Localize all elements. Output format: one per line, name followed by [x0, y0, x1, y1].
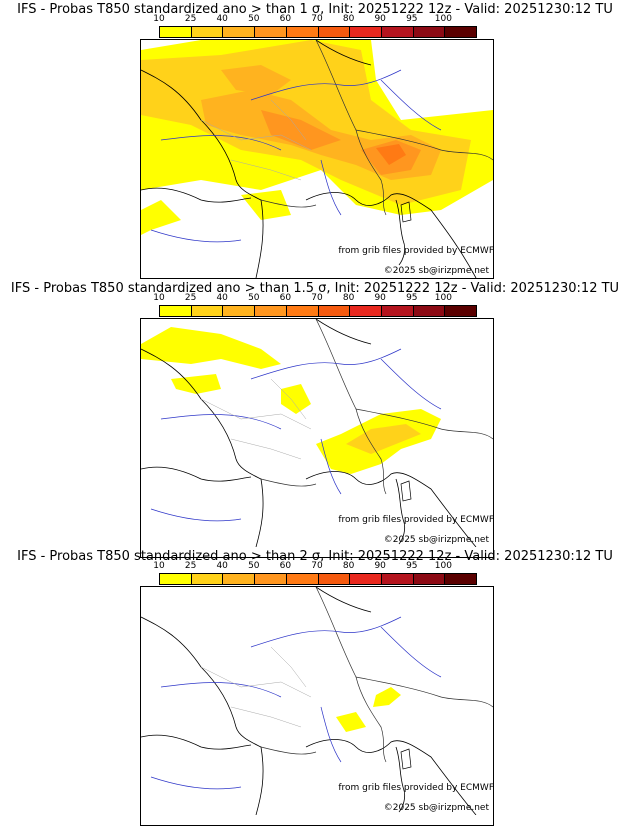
colorbar-swatch: [318, 27, 351, 37]
colorbar-tick-label: 95: [406, 293, 418, 303]
colorbar-swatch: [413, 574, 446, 584]
map-panel-1-5sigma: IFS - Probas T850 standardized ano > tha…: [0, 279, 630, 558]
colorbar-swatch: [445, 27, 477, 37]
colorbar-tick-label: 90: [374, 14, 386, 24]
colorbar-swatch: [223, 306, 256, 316]
colorbar-swatch: [350, 306, 382, 316]
probability-map: [140, 586, 494, 826]
colorbar-swatch: [191, 27, 224, 37]
rivers: [150, 69, 442, 243]
coastlines: [141, 319, 477, 547]
probability-shading: [141, 40, 493, 235]
colorbar-swatch: [255, 306, 287, 316]
source-credit: from grib files provided by ECMWF: [338, 515, 494, 525]
colorbar-tick-label: 60: [279, 293, 292, 303]
colorbar-tick-label: 10: [153, 561, 165, 571]
coastlines: [141, 587, 477, 815]
colorbar-tick-label: 25: [184, 561, 197, 571]
colorbar-tick-label: 70: [311, 293, 323, 303]
colorbar: [159, 26, 477, 38]
colorbar-tick-label: 95: [406, 14, 418, 24]
colorbar-swatch: [286, 306, 319, 316]
colorbar-tick-label: 80: [342, 561, 355, 571]
colorbar-swatch: [286, 27, 319, 37]
probability-map: [140, 318, 494, 558]
colorbar-swatch: [255, 27, 287, 37]
colorbar: [159, 305, 477, 317]
colorbar-tick-label: 100: [434, 561, 452, 571]
map-panel-1sigma: IFS - Probas T850 standardized ano > tha…: [0, 0, 630, 279]
colorbar-swatch: [445, 306, 477, 316]
admin-lines: [200, 378, 312, 460]
panel-title: IFS - Probas T850 standardized ano > tha…: [17, 549, 613, 564]
rivers: [150, 348, 442, 522]
copyright-credit: ©2025 sb@irizpme.net: [383, 266, 489, 276]
map-panel-2sigma: IFS - Probas T850 standardized ano > tha…: [0, 547, 630, 826]
colorbar-swatch: [413, 27, 446, 37]
colorbar-swatch: [191, 306, 224, 316]
colorbar-tick-label: 80: [342, 14, 355, 24]
colorbar-tick-label: 50: [248, 14, 260, 24]
borders: [260, 319, 493, 495]
colorbar-swatch: [191, 574, 224, 584]
colorbar-tick-label: 70: [311, 561, 323, 571]
source-credit: from grib files provided by ECMWF: [338, 246, 494, 256]
colorbar-tick-label: 100: [434, 293, 452, 303]
colorbar-swatch: [223, 27, 256, 37]
colorbar-swatch: [160, 574, 192, 584]
colorbar-swatch: [350, 27, 382, 37]
colorbar-tick-label: 100: [434, 14, 452, 24]
colorbar-tick-label: 80: [342, 293, 355, 303]
colorbar-swatch: [381, 306, 414, 316]
borders: [260, 587, 493, 763]
borders: [260, 40, 493, 216]
colorbar-tick-label: 10: [153, 293, 165, 303]
colorbar-tick-label: 90: [374, 293, 386, 303]
colorbar-swatch: [160, 306, 192, 316]
colorbar-swatch: [286, 574, 319, 584]
colorbar-tick-label: 50: [248, 293, 260, 303]
colorbar-swatch: [160, 27, 192, 37]
colorbar-tick-label: 25: [184, 14, 197, 24]
colorbar-tick-label: 40: [216, 561, 228, 571]
colorbar-tick-label: 60: [279, 561, 292, 571]
panel-title: IFS - Probas T850 standardized ano > tha…: [17, 2, 613, 17]
panel-title: IFS - Probas T850 standardized ano > tha…: [10, 281, 620, 296]
colorbar-tick-label: 95: [406, 561, 418, 571]
colorbar-swatch: [255, 574, 287, 584]
colorbar-swatch: [381, 574, 414, 584]
rivers: [150, 616, 442, 790]
copyright-credit: ©2025 sb@irizpme.net: [383, 535, 489, 545]
colorbar-tick-label: 40: [216, 293, 228, 303]
colorbar-tick-label: 25: [184, 293, 197, 303]
probability-shading: [336, 687, 401, 732]
probability-shading: [141, 327, 441, 474]
colorbar-tick-label: 40: [216, 14, 228, 24]
colorbar-swatch: [223, 574, 256, 584]
probability-map: [140, 39, 494, 279]
colorbar-tick-label: 90: [374, 561, 386, 571]
colorbar-tick-label: 50: [248, 561, 260, 571]
colorbar-swatch: [445, 574, 477, 584]
colorbar-swatch: [413, 306, 446, 316]
colorbar-swatch: [318, 306, 351, 316]
coastlines: [141, 40, 477, 278]
colorbar: [159, 573, 477, 585]
colorbar-tick-label: 70: [311, 14, 323, 24]
admin-lines: [200, 646, 312, 728]
source-credit: from grib files provided by ECMWF: [338, 783, 494, 793]
colorbar-swatch: [350, 574, 382, 584]
colorbar-swatch: [318, 574, 351, 584]
colorbar-tick-label: 10: [153, 14, 165, 24]
colorbar-tick-label: 60: [279, 14, 292, 24]
admin-lines: [200, 99, 312, 181]
colorbar-swatch: [381, 27, 414, 37]
copyright-credit: ©2025 sb@irizpme.net: [383, 803, 489, 813]
